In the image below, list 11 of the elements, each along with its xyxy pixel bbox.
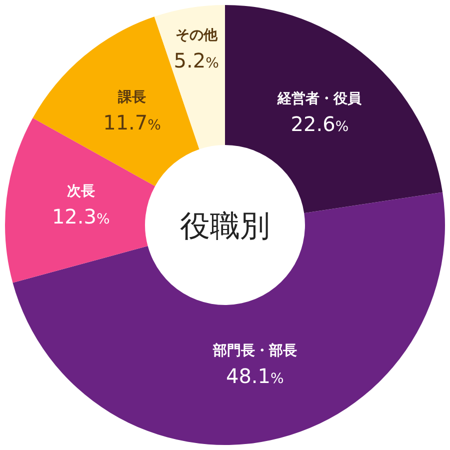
data-label: 11.7%: [103, 110, 161, 134]
data-label: 22.6%: [290, 112, 349, 136]
data-label: 5.2%: [174, 48, 219, 72]
slice-label: 次長: [66, 183, 95, 200]
slice-label: その他: [175, 27, 218, 44]
data-label: 48.1%: [226, 364, 284, 388]
slice-label: 課長: [117, 88, 146, 106]
text: 役職別: [180, 209, 270, 244]
slice-label: 部門長・部長: [212, 342, 297, 360]
data-label: 12.3%: [52, 204, 110, 228]
slice-label: 経営者・役員: [276, 90, 363, 107]
